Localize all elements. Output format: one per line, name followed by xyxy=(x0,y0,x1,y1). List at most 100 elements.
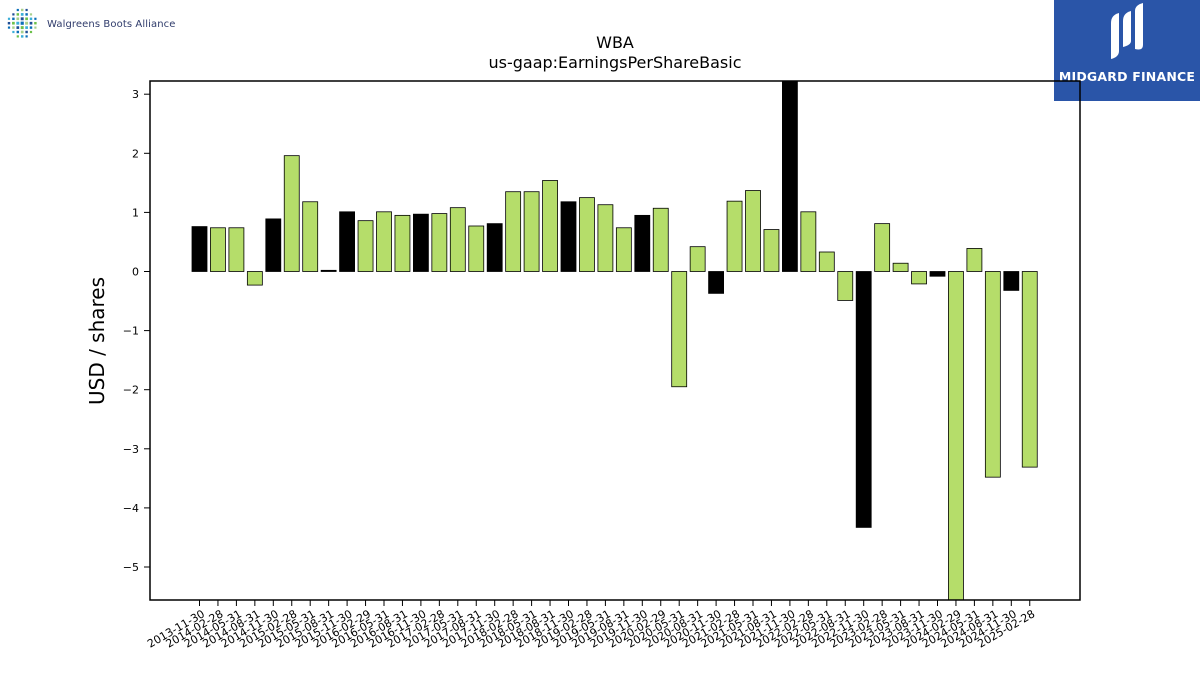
bar xyxy=(376,211,392,272)
bar xyxy=(1003,271,1020,291)
y-tick-label: 2 xyxy=(132,147,139,160)
walgreens-boots-alliance-logo: Walgreens Boots Alliance xyxy=(4,4,176,44)
bar xyxy=(228,227,245,272)
chart-title: WBA xyxy=(596,33,634,52)
wba-dot xyxy=(20,26,24,30)
bar xyxy=(542,180,558,272)
wba-dot xyxy=(7,17,11,20)
bar xyxy=(929,271,946,277)
midgard-monogram-icon xyxy=(1111,3,1143,59)
bar xyxy=(505,191,522,272)
bar xyxy=(468,225,485,272)
wba-dot xyxy=(12,17,15,21)
wba-dot xyxy=(29,21,33,25)
bar xyxy=(948,271,964,601)
bar xyxy=(265,218,282,272)
bar xyxy=(320,269,337,272)
y-tick-label: 3 xyxy=(132,88,139,101)
bar xyxy=(652,207,669,272)
wba-dot xyxy=(25,17,28,21)
wba-logo-text: Walgreens Boots Alliance xyxy=(47,18,176,30)
bar xyxy=(966,248,983,272)
y-tick-label: −4 xyxy=(123,502,139,515)
y-axis-label: USD / shares xyxy=(85,277,109,405)
bar xyxy=(818,251,835,272)
wba-dot xyxy=(29,17,33,21)
bar xyxy=(726,200,743,272)
x-ticks-group: 2013-11-302014-02-282014-05-312014-08-31… xyxy=(145,600,1037,651)
wba-dot xyxy=(12,13,15,16)
bar xyxy=(357,220,374,272)
bar xyxy=(246,271,263,286)
bar xyxy=(579,197,595,272)
wba-dot xyxy=(20,21,24,25)
wba-dot xyxy=(16,13,20,16)
bar xyxy=(486,223,503,272)
wba-dot xyxy=(7,21,11,25)
wba-dot xyxy=(34,21,37,25)
wba-dot xyxy=(12,21,15,25)
wba-dot xyxy=(34,17,37,20)
wba-dot xyxy=(20,35,24,38)
y-tick-label: 0 xyxy=(132,266,139,279)
bar xyxy=(855,271,872,528)
wba-dot xyxy=(29,13,33,16)
bar xyxy=(449,207,466,272)
bar xyxy=(210,227,226,272)
bar xyxy=(634,214,651,272)
bar xyxy=(782,80,798,272)
wba-dot xyxy=(12,26,15,29)
bar xyxy=(431,213,448,272)
wba-dot xyxy=(25,13,28,16)
bar xyxy=(689,246,706,272)
bar xyxy=(597,204,614,272)
midgard-finance-logo: MIDGARD FINANCE xyxy=(1054,0,1200,101)
wba-dot xyxy=(20,30,24,34)
wba-dot xyxy=(25,26,28,29)
bar xyxy=(283,155,300,272)
plot-frame xyxy=(149,80,1081,601)
wba-dot xyxy=(16,17,20,21)
bar xyxy=(763,229,780,272)
y-tick-label: −5 xyxy=(123,561,139,574)
bar xyxy=(412,213,429,272)
wba-dot xyxy=(29,26,33,29)
wba-dot xyxy=(20,8,24,12)
y-tick-label: −3 xyxy=(123,443,139,456)
wba-dot xyxy=(34,26,37,29)
wba-dot xyxy=(16,21,20,25)
wba-dot xyxy=(12,30,15,34)
bar xyxy=(892,262,909,272)
chart-subtitle: us-gaap:EarningsPerShareBasic xyxy=(488,53,741,72)
bar xyxy=(1021,271,1038,468)
y-tick-label: 1 xyxy=(132,206,139,219)
bar xyxy=(615,227,632,272)
bar xyxy=(984,271,1001,478)
bar xyxy=(523,191,540,272)
bar xyxy=(339,211,356,272)
bar xyxy=(874,223,891,272)
wba-dot xyxy=(16,26,20,29)
wba-dot xyxy=(25,35,28,38)
wba-dot xyxy=(16,30,20,34)
bars-group xyxy=(191,80,1038,601)
bar xyxy=(800,211,817,272)
wba-dot xyxy=(16,8,19,12)
y-tick-label: −2 xyxy=(123,384,139,397)
y-ticks-group: 3 2 1 0 −1 −2 −3 −4 −5 xyxy=(123,88,150,574)
bar xyxy=(394,214,411,272)
bar xyxy=(560,201,577,272)
wba-dot xyxy=(16,35,19,38)
wba-dot xyxy=(7,26,11,29)
wba-dot xyxy=(20,17,24,21)
wba-dot xyxy=(25,21,29,25)
midgard-logo-text: MIDGARD FINANCE xyxy=(1058,69,1196,84)
wba-dot xyxy=(25,8,28,12)
bar xyxy=(837,271,854,301)
bar xyxy=(671,271,688,388)
y-tick-label: −1 xyxy=(123,325,139,338)
bar xyxy=(745,190,761,272)
wba-dot xyxy=(29,30,33,34)
bar xyxy=(708,271,724,294)
